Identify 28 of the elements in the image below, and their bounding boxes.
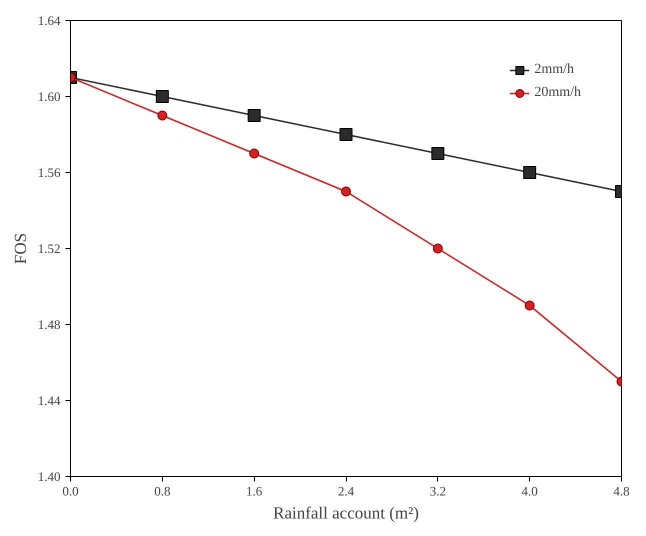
point xyxy=(340,128,352,141)
point xyxy=(248,109,261,122)
x-tick-label: 4.8 xyxy=(613,484,630,498)
y-tick-label: 1.48 xyxy=(38,317,60,332)
point xyxy=(157,110,168,120)
point xyxy=(432,244,443,254)
x-tick-label: 0.0 xyxy=(62,484,79,498)
y-tick-label: 1.60 xyxy=(38,89,60,104)
point xyxy=(431,147,444,160)
point xyxy=(524,300,535,310)
legend-label: 20mm/h xyxy=(534,85,581,101)
point xyxy=(156,90,169,103)
x-tick-label: 3.2 xyxy=(430,484,446,498)
y-tick-label: 1.44 xyxy=(38,393,61,408)
x-tick-label: 1.6 xyxy=(246,484,263,498)
y-tick-label: 1.40 xyxy=(38,469,60,484)
point xyxy=(249,148,260,158)
legend-label: 2mm/h xyxy=(534,62,574,78)
point xyxy=(341,186,351,196)
y-tick-label: 1.56 xyxy=(38,165,61,180)
y-tick-label: 1.64 xyxy=(38,13,61,28)
x-tick-label: 4.0 xyxy=(522,484,538,498)
x-tick-label: 0.8 xyxy=(154,484,170,498)
point xyxy=(523,166,536,179)
y-axis-title: FOS xyxy=(10,232,30,264)
y-tick-label: 1.52 xyxy=(38,241,60,256)
x-axis-title: Rainfall account (m²) xyxy=(273,504,419,522)
x-tick-label: 2.4 xyxy=(338,484,355,498)
